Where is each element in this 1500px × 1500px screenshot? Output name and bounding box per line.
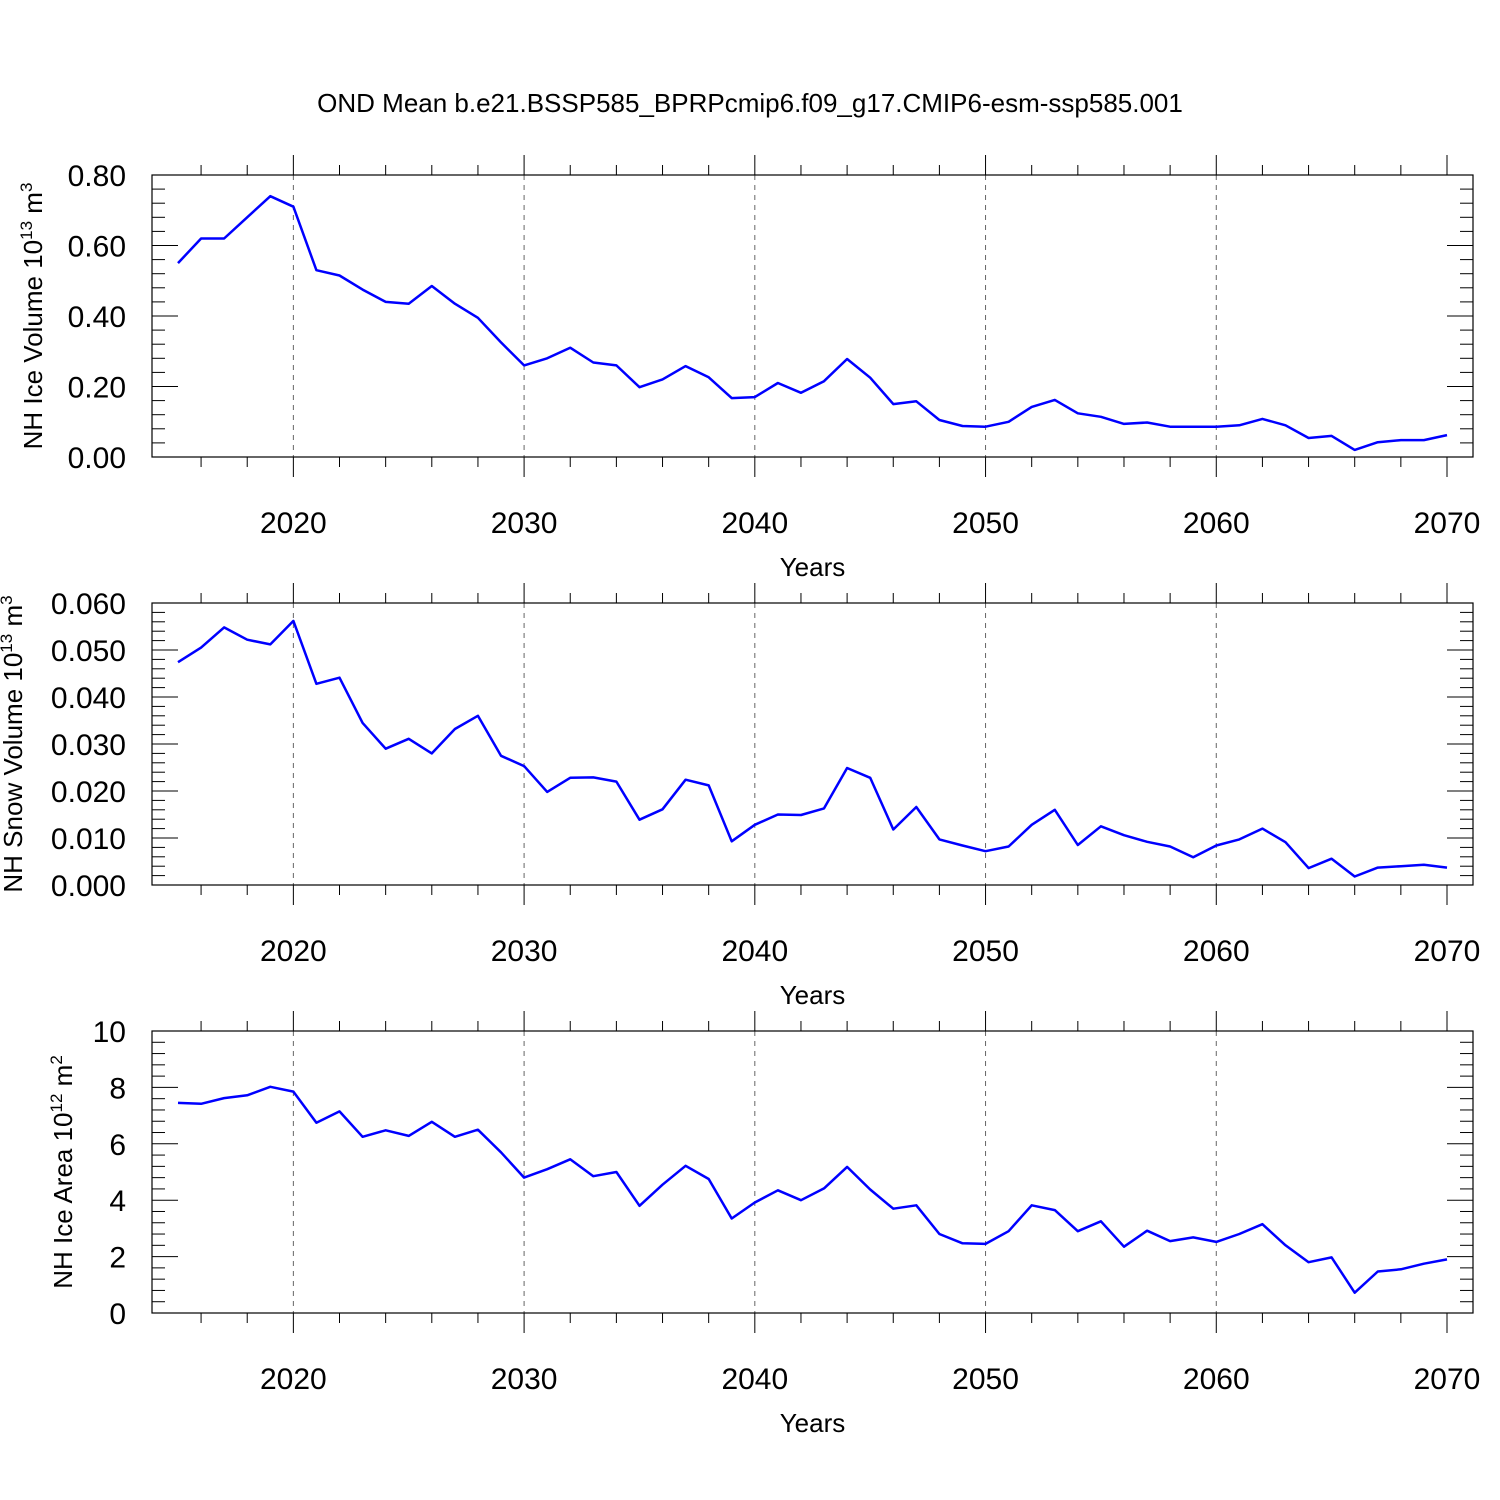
y-axis-title-main: NH Snow Volume 10	[0, 653, 28, 893]
x-tick-label: 2070	[1414, 935, 1481, 968]
y-tick-label: 0.000	[51, 870, 126, 903]
y-axis-title: NH Ice Volume 1013 m3	[17, 183, 48, 450]
y-tick-label: 10	[93, 1016, 126, 1049]
data-series-line	[177, 619, 1448, 878]
y-tick-label: 0.050	[51, 635, 126, 668]
y-tick-label: 2	[109, 1242, 126, 1275]
y-tick-label: 6	[109, 1129, 126, 1162]
y-axis-title-unit-exponent: 2	[47, 1055, 66, 1064]
y-tick-label: 0	[109, 1298, 126, 1331]
x-tick-label: 2060	[1183, 507, 1250, 540]
x-tick-label: 2020	[260, 935, 327, 968]
y-axis-title-main: NH Ice Area 10	[48, 1112, 78, 1288]
x-tick-label: 2050	[952, 935, 1019, 968]
y-tick-label: 0.60	[68, 231, 126, 264]
plot-frame	[151, 1030, 1474, 1314]
y-tick-label: 8	[109, 1072, 126, 1105]
data-series-line	[177, 1085, 1448, 1294]
x-tick-label: 2020	[260, 507, 327, 540]
y-tick-label: 0.060	[51, 588, 126, 621]
x-tick-label: 2070	[1414, 1363, 1481, 1396]
panel-3: 0 2 4 6 8 10 2020 2030 2040 2050 2060 2070 Years NH I…	[47, 1011, 1480, 1438]
x-tick-label: 2020	[260, 1363, 327, 1396]
x-axis-title: Years	[780, 1408, 846, 1438]
x-tick-label: 2030	[491, 935, 558, 968]
y-tick-label: 0.040	[51, 682, 126, 715]
x-tick-label: 2050	[952, 1363, 1019, 1396]
x-tick-label: 2050	[952, 507, 1019, 540]
y-tick-label: 0.030	[51, 729, 126, 762]
x-tick-label: 2060	[1183, 1363, 1250, 1396]
x-tick-label: 2030	[491, 1363, 558, 1396]
y-axis-title-unit: m	[18, 192, 48, 221]
y-axis-title-main: NH Ice Volume 10	[18, 240, 48, 450]
plot-frame	[151, 602, 1474, 886]
y-axis-title-unit: m	[48, 1065, 78, 1094]
x-tick-label: 2040	[721, 507, 788, 540]
plot-frame	[151, 174, 1474, 458]
x-tick-label: 2040	[721, 935, 788, 968]
figure-title: OND Mean b.e21.BSSP585_BPRPcmip6.f09_g17…	[317, 88, 1183, 118]
y-axis-title-unit-exponent: 3	[17, 183, 36, 192]
x-tick-label: 2060	[1183, 935, 1250, 968]
y-axis-title-unit: m	[0, 605, 28, 634]
y-axis-title-unit-exponent: 3	[0, 595, 16, 604]
y-axis-title-exponent: 13	[0, 634, 16, 653]
y-tick-label: 0.010	[51, 823, 126, 856]
x-tick-label: 2030	[491, 507, 558, 540]
y-axis-title-exponent: 12	[47, 1094, 66, 1113]
x-axis-title: Years	[780, 980, 846, 1010]
y-axis-title: NH Ice Area 1012 m2	[47, 1055, 78, 1289]
y-tick-label: 4	[109, 1185, 126, 1218]
x-tick-label: 2070	[1414, 507, 1481, 540]
y-tick-label: 0.80	[68, 160, 126, 193]
y-tick-label: 0.40	[68, 301, 126, 334]
data-series-line	[177, 194, 1448, 452]
panel-2: 0.000 0.010 0.020 0.030 0.040 0.050 0.060 2020 2…	[0, 583, 1480, 1010]
y-axis-title: NH Snow Volume 1013 m3	[0, 595, 28, 892]
x-axis-title: Years	[780, 552, 846, 582]
x-tick-label: 2040	[721, 1363, 788, 1396]
panel-1: 0.00 0.20 0.40 0.60 0.80 2020 2030 2040 2050 2060…	[17, 155, 1480, 582]
y-tick-label: 0.20	[68, 372, 126, 405]
y-tick-label: 0.00	[68, 442, 126, 475]
y-tick-label: 0.020	[51, 776, 126, 809]
y-axis-title-exponent: 13	[17, 221, 36, 240]
